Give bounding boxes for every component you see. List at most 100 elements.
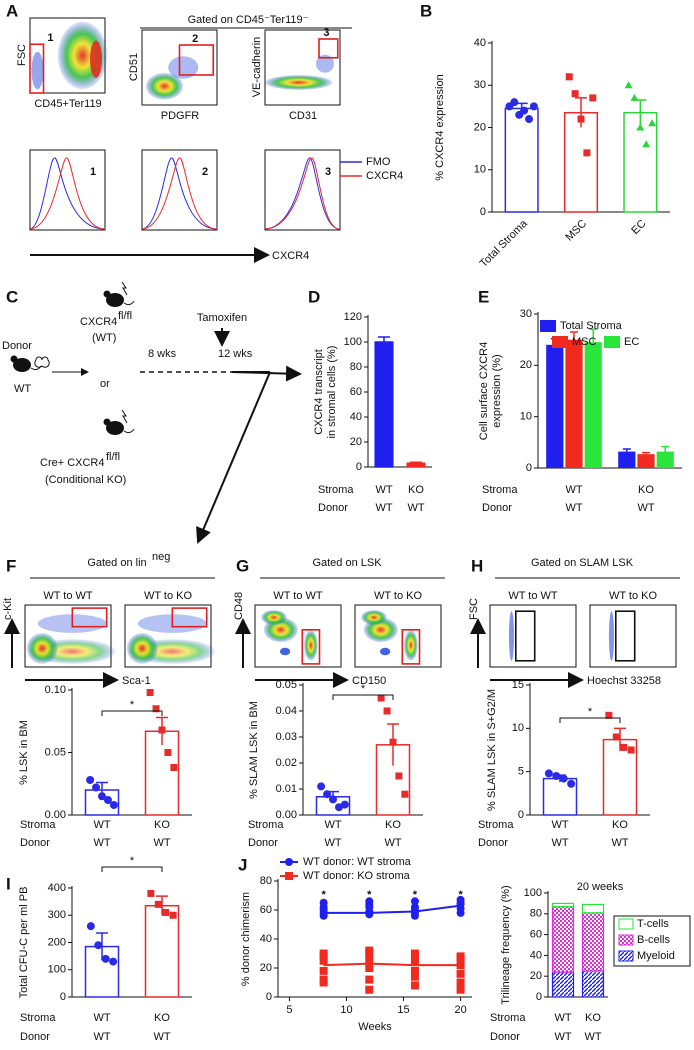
- row-value: WT: [153, 837, 170, 849]
- density: [26, 632, 58, 664]
- row-label: Donor: [20, 837, 50, 849]
- y-axis-title: Total CFU-C per ml PB: [18, 887, 30, 999]
- data-point: [612, 733, 620, 741]
- density: [379, 647, 391, 656]
- data-point: [410, 981, 419, 990]
- axis-label: CD48: [233, 592, 245, 620]
- histogram-label: 2: [202, 166, 208, 178]
- error-bar: [642, 451, 650, 455]
- data-point: [158, 726, 166, 734]
- label: (WT): [92, 332, 116, 344]
- panel-letter: E: [478, 287, 489, 306]
- y-tick-label: 0.10: [45, 684, 66, 696]
- series-line: [323, 904, 461, 914]
- panel-letter: B: [420, 1, 432, 20]
- y-tick-label: 0: [526, 462, 532, 474]
- data-point: [642, 140, 651, 148]
- legend-label: CXCR4: [366, 170, 403, 182]
- error-bar: [410, 461, 422, 465]
- histogram-curve: [264, 157, 340, 230]
- series-line: [323, 962, 461, 967]
- x-tick-label: EC: [629, 218, 648, 237]
- data-point: [410, 966, 419, 975]
- flow-plot: [264, 29, 341, 106]
- data-point: [319, 966, 328, 975]
- gate-label: 1: [47, 32, 53, 44]
- row-value: WT: [565, 484, 582, 496]
- histogram-curve: [141, 157, 217, 230]
- x-axis-title: Weeks: [358, 1021, 392, 1033]
- data-point: [389, 738, 397, 746]
- data-point: [365, 985, 374, 994]
- data-point: [627, 746, 635, 754]
- flow-plot: [589, 604, 677, 668]
- bar: [563, 111, 599, 213]
- y-axis-title: in stromal cells (%): [326, 346, 338, 439]
- y-axis-title: % donor chimerism: [240, 892, 252, 986]
- bar-segment: [551, 905, 575, 973]
- data-point: [164, 749, 172, 756]
- data-point: [630, 93, 639, 101]
- density: [90, 40, 102, 78]
- axis-label: FSC: [468, 598, 480, 620]
- data-point: [98, 792, 106, 801]
- row-label: Donor: [248, 837, 278, 849]
- y-tick-label: 400: [48, 882, 66, 894]
- density: [304, 629, 318, 661]
- superscript: neg: [152, 551, 170, 563]
- bar-segment: [581, 903, 605, 914]
- row-value: WT: [584, 1031, 601, 1043]
- bar-segment: [551, 902, 575, 908]
- plot-title: WT to KO: [609, 590, 658, 602]
- y-tick-label: 0.05: [276, 679, 297, 691]
- axis-label: FSC: [16, 44, 28, 66]
- data-point: [636, 123, 645, 131]
- row-value: KO: [638, 484, 654, 496]
- panel-letter: I: [6, 874, 11, 893]
- density: [404, 629, 418, 661]
- y-tick-label: 0: [518, 809, 524, 821]
- data-point: [94, 941, 103, 950]
- gate: [29, 43, 45, 94]
- panel-letter: D: [308, 287, 320, 306]
- mouse-icon: [10, 355, 18, 363]
- y-tick-label: 0.00: [45, 809, 66, 821]
- data-point: [529, 102, 538, 111]
- significance-bracket: [101, 866, 163, 872]
- legend-swatch: [552, 336, 568, 348]
- x-tick-label: 15: [397, 1004, 409, 1016]
- row-value: KO: [585, 1012, 601, 1024]
- mouse-tail: [123, 300, 135, 306]
- data-point: [365, 946, 374, 955]
- data-point: [86, 922, 95, 931]
- label: or: [100, 378, 110, 390]
- data-point: [101, 954, 110, 963]
- data-point: [456, 961, 465, 970]
- y-tick-label: 0.00: [276, 809, 297, 821]
- bar: [584, 342, 602, 468]
- row-value: KO: [385, 819, 401, 831]
- mouse-icon: [13, 358, 31, 372]
- bone-icon: [34, 356, 50, 368]
- data-point: [401, 790, 409, 798]
- histogram-label: 1: [90, 166, 96, 178]
- data-point: [648, 119, 657, 127]
- data-point: [319, 975, 328, 984]
- x-tick-label: 10: [340, 1004, 352, 1016]
- y-tick-label: 300: [48, 909, 66, 921]
- data-point: [319, 956, 328, 965]
- y-tick-label: 80: [350, 361, 362, 373]
- legend-swatch: [618, 918, 634, 930]
- label: CXCR4: [80, 316, 117, 328]
- y-tick-label: 10: [520, 411, 532, 423]
- label: Donor: [2, 340, 32, 352]
- data-point: [456, 952, 465, 961]
- data-point: [319, 898, 328, 907]
- row-value: WT: [93, 1031, 110, 1043]
- bar: [618, 451, 636, 468]
- gate: [514, 610, 536, 662]
- y-tick-label: 0: [536, 991, 542, 1003]
- histogram-curve: [29, 157, 105, 230]
- data-point: [624, 81, 633, 89]
- arrow: [196, 371, 271, 544]
